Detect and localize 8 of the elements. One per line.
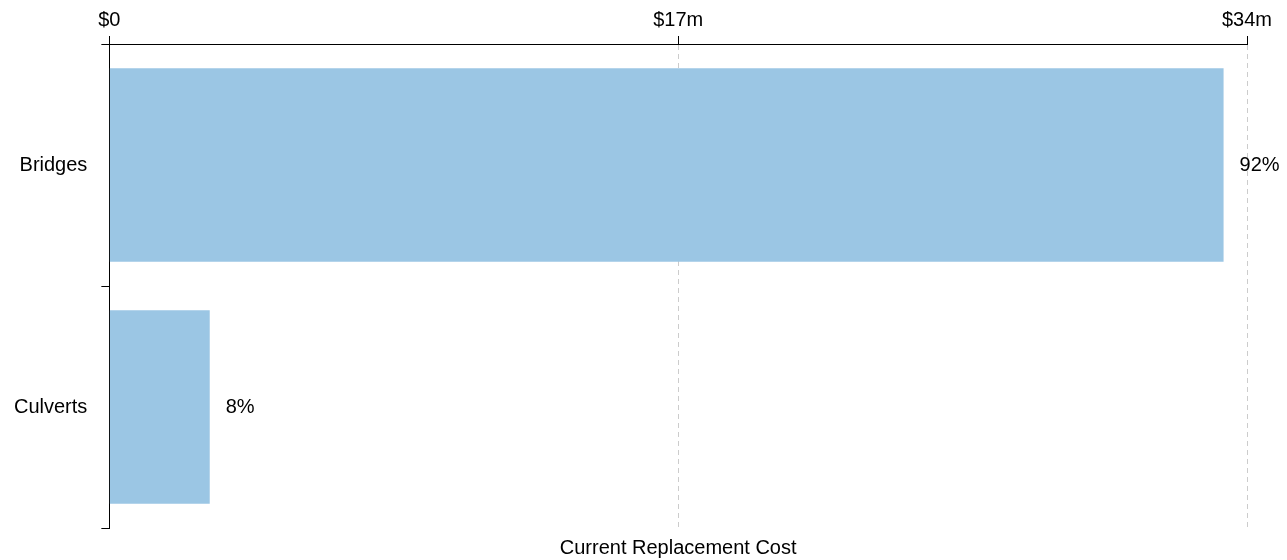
x-axis-title: Current Replacement Cost	[559, 535, 797, 558]
y-tick-label: Bridges	[19, 152, 88, 175]
annotation: 8%	[225, 394, 255, 417]
x-tick-label: $34m	[1221, 7, 1273, 30]
x-tick-label: $0	[98, 7, 121, 30]
y-tick-label: Culverts	[13, 394, 88, 417]
x-tick-label: $17m	[653, 7, 704, 30]
annotation: 92%	[1239, 152, 1280, 175]
